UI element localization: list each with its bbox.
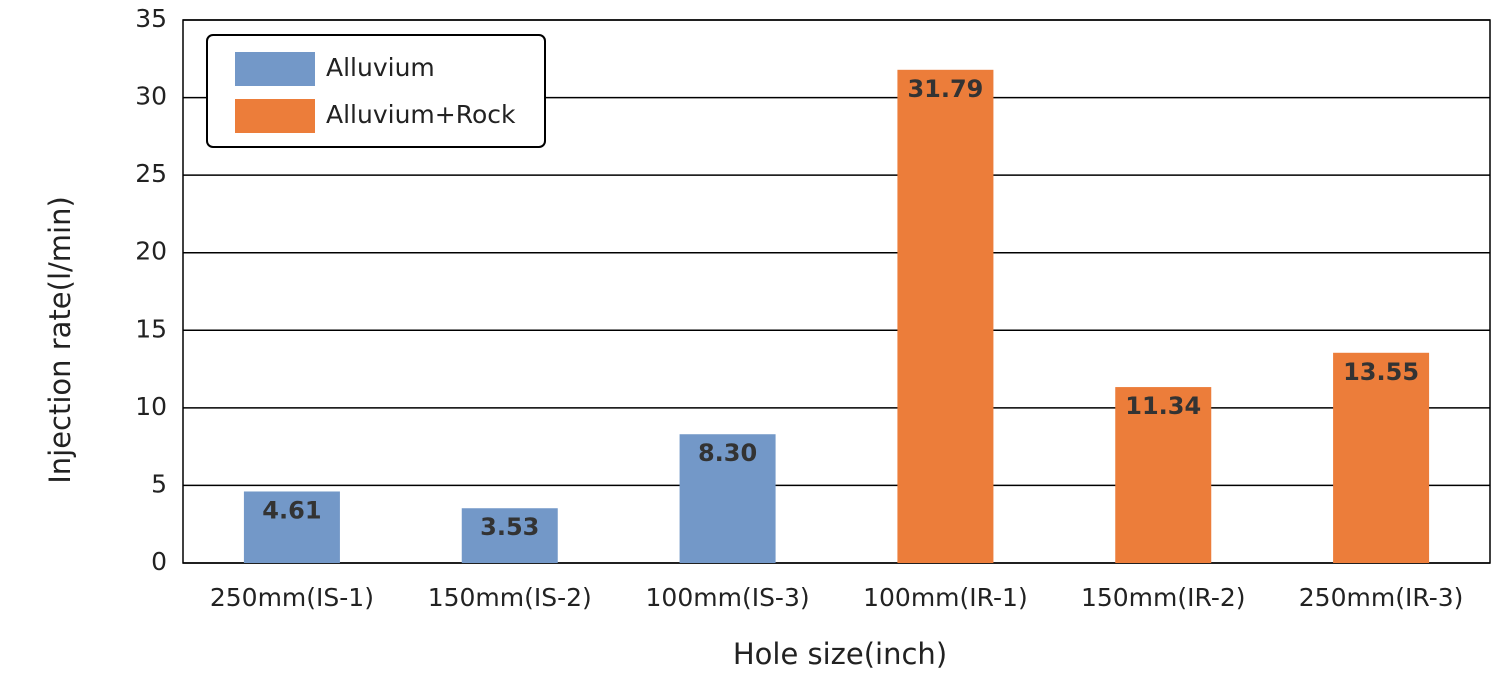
y-tick-label: 15 [135, 314, 167, 343]
bar [679, 434, 776, 563]
bar [243, 491, 340, 563]
bar [1115, 387, 1212, 563]
value-label: 31.79 [907, 75, 983, 103]
legend-label: Alluvium [326, 53, 435, 82]
bar [897, 69, 994, 564]
legend-swatch [235, 52, 315, 86]
value-label: 13.55 [1343, 358, 1419, 386]
bar [1333, 352, 1430, 563]
y-tick-label: 20 [135, 237, 167, 266]
legend-swatch [235, 99, 315, 133]
value-label: 4.61 [262, 496, 321, 524]
y-tick-label: 30 [135, 82, 167, 111]
y-tick-label: 35 [135, 4, 167, 33]
x-tick-label: 150mm(IR-2) [1081, 583, 1246, 612]
x-axis-label: Hole size(inch) [733, 637, 947, 671]
x-tick-label: 100mm(IS-3) [646, 583, 810, 612]
x-tick-label: 250mm(IR-3) [1299, 583, 1464, 612]
value-label: 11.34 [1125, 392, 1201, 420]
y-tick-label: 10 [135, 392, 167, 421]
x-tick-label: 150mm(IS-2) [428, 583, 592, 612]
value-label: 3.53 [480, 513, 539, 541]
y-tick-label: 25 [135, 159, 167, 188]
y-axis-label: Injection rate(l/min) [43, 196, 77, 484]
legend-label: Alluvium+Rock [326, 100, 516, 129]
value-label: 8.30 [698, 439, 757, 467]
plot-frame [182, 19, 1491, 564]
bar [461, 508, 558, 563]
x-tick-label: 250mm(IS-1) [210, 583, 374, 612]
y-tick-label: 0 [151, 547, 167, 576]
y-tick-label: 5 [151, 469, 167, 498]
x-tick-label: 100mm(IR-1) [863, 583, 1028, 612]
